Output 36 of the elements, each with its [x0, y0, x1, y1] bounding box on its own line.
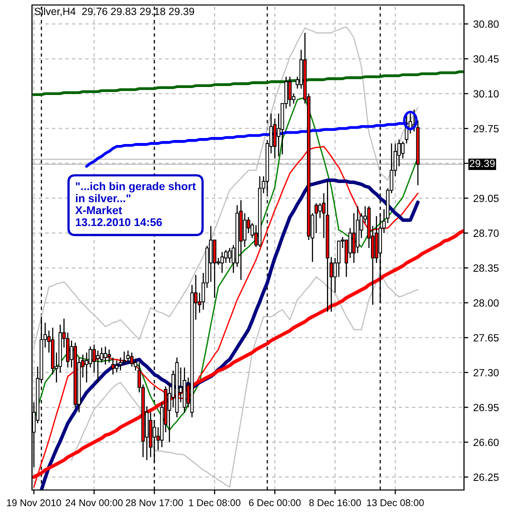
candlestick [111, 356, 115, 376]
y-tick-label: 30.10 [473, 90, 499, 98]
y-tick-label: 26.95 [474, 404, 499, 412]
x-tick-label: 19 Nov 2010 [7, 499, 62, 506]
y-tick-label: 27.30 [474, 368, 499, 376]
y-tick-label: 29.75 [474, 124, 499, 132]
candlestick [288, 76, 292, 108]
y-tick-label: 28.70 [474, 230, 499, 237]
y-tick-label: 27.65 [474, 334, 499, 342]
y-tick-label: 26.25 [474, 474, 499, 481]
y-tick-label: 28.35 [474, 264, 499, 272]
candlestick [212, 239, 216, 298]
candlestick [104, 346, 108, 366]
y-tick-label: 29.05 [474, 194, 499, 202]
candlestick [220, 251, 224, 274]
candlestick [126, 350, 130, 364]
x-tick-label: 13 Dec 08:00 [367, 499, 424, 506]
x-tick-label: 6 Dec 00:00 [249, 499, 301, 506]
candlestick [228, 247, 232, 264]
x-tick-label: 28 Nov 17:00 [126, 499, 183, 506]
y-tick-label: 30.45 [473, 55, 499, 63]
ref-line-label: 29.39 [470, 160, 495, 168]
x-tick-label: 8 Dec 16:00 [309, 499, 361, 506]
x-tick-label: 24 Nov 00:00 [66, 499, 123, 506]
candlestick [273, 118, 277, 159]
candlestick [242, 212, 246, 248]
y-tick-label: 28.00 [474, 299, 499, 307]
x-tick-label: 1 Dec 08:00 [189, 499, 240, 506]
y-tick-label: 26.60 [474, 438, 499, 446]
candlestick [96, 350, 100, 383]
candlestick [114, 360, 118, 374]
chart-title: Silver,H4 29.76 29.83 29.18 29.39 [34, 7, 194, 16]
y-tick-label: 30.80 [473, 20, 499, 28]
candlestick [130, 352, 134, 368]
candlestick [107, 349, 111, 364]
annotation: "...ich bin gerade short in silver..." X-Market 13.12.2010 14:56 [75, 182, 196, 226]
